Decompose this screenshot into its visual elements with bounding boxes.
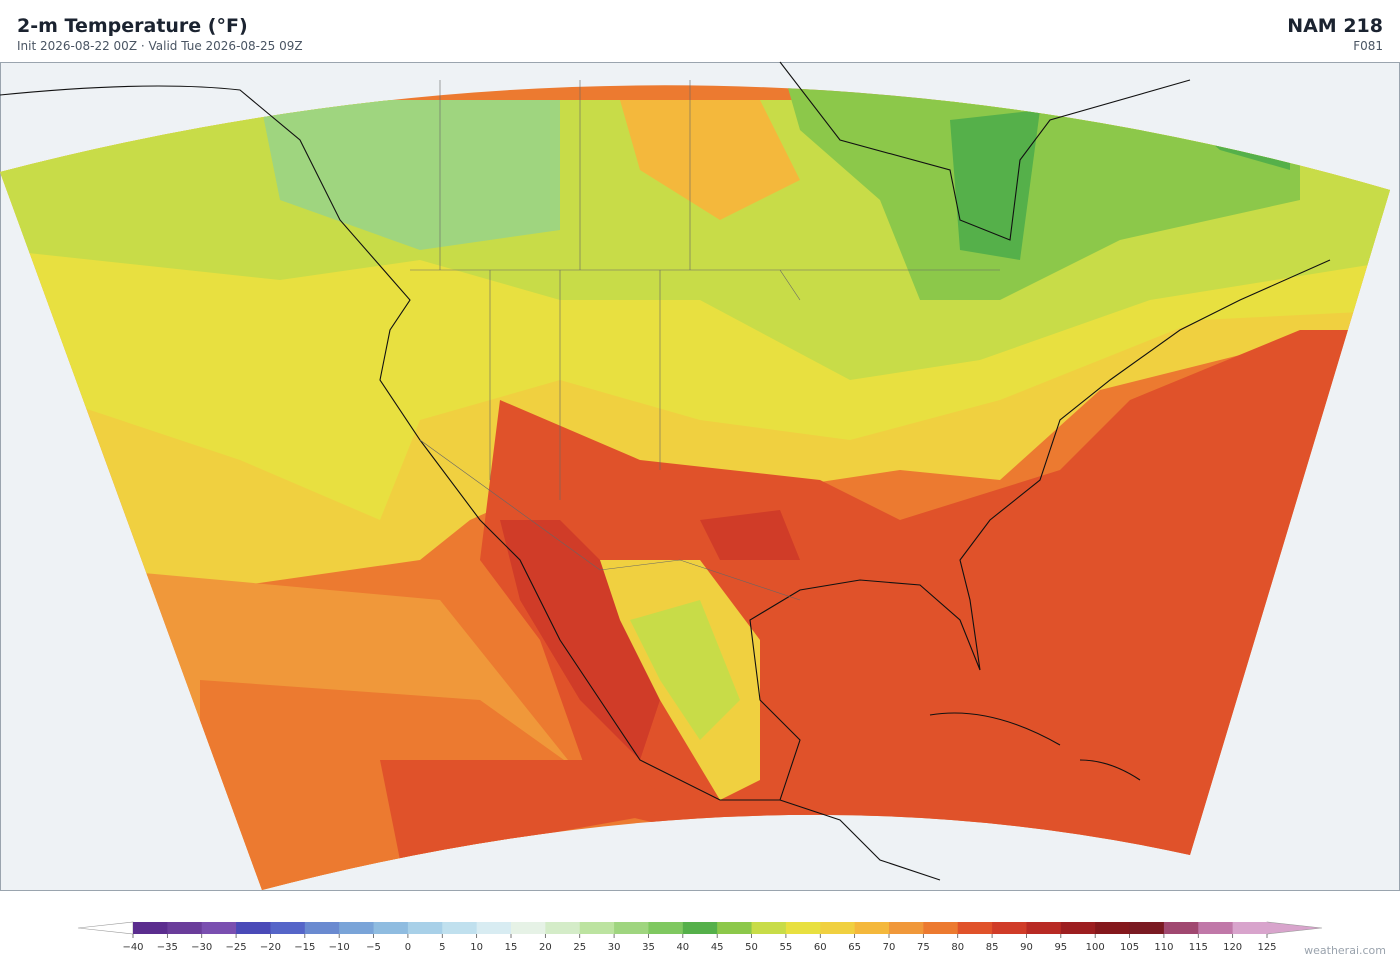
- colorbar-segment: [236, 922, 271, 934]
- colorbar-tick-label: −35: [157, 942, 178, 953]
- colorbar-tick-label: 0: [405, 942, 411, 953]
- watermark: weatherai.com: [1304, 944, 1386, 957]
- colorbar-segment: [923, 922, 959, 934]
- colorbar-tick-label: 70: [883, 942, 896, 953]
- colorbar-segment: [476, 922, 512, 934]
- colorbar-tick-label: 105: [1120, 942, 1139, 953]
- colorbar-segment: [854, 922, 890, 934]
- colorbar-segment: [133, 922, 168, 934]
- colorbar-segment: [1129, 922, 1165, 934]
- colorbar-tick-label: 55: [780, 942, 793, 953]
- colorbar-tick-label: 75: [917, 942, 930, 953]
- colorbar-tick-label: 100: [1086, 942, 1105, 953]
- colorbar-segment: [1163, 922, 1199, 934]
- colorbar-segment: [957, 922, 993, 934]
- colorbar-segment: [889, 922, 924, 934]
- colorbar-tick-label: 120: [1223, 942, 1242, 953]
- colorbar-segment: [820, 922, 856, 934]
- colorbar-tick-label: 10: [470, 942, 483, 953]
- colorbar-tick-label: 25: [573, 942, 586, 953]
- colorbar-under: [77, 921, 134, 935]
- colorbar-segment: [511, 922, 546, 934]
- colorbar-segment: [373, 922, 409, 934]
- colorbar-segment: [167, 922, 203, 934]
- colorbar-tick-label: 115: [1189, 942, 1208, 953]
- colorbar-over: [1266, 921, 1323, 935]
- colorbar-tick-label: −25: [226, 942, 247, 953]
- map-subtitle: Init 2026-08-22 00Z · Valid Tue 2026-08-…: [17, 39, 303, 53]
- colorbar-segment: [648, 922, 684, 934]
- colorbar-tick-label: 90: [1020, 942, 1033, 953]
- colorbar-tick-label: 40: [676, 942, 689, 953]
- colorbar-tick-label: 50: [745, 942, 758, 953]
- model-name: NAM 218: [1287, 15, 1383, 37]
- colorbar-tick-label: −30: [191, 942, 212, 953]
- colorbar-segment: [579, 922, 615, 934]
- colorbar-tick-label: 45: [711, 942, 724, 953]
- colorbar-tick-label: 85: [986, 942, 999, 953]
- colorbar-segment: [992, 922, 1027, 934]
- colorbar-segment: [1232, 922, 1268, 934]
- colorbar-segment: [682, 922, 718, 934]
- colorbar-tick-label: 110: [1154, 942, 1173, 953]
- colorbar-segment: [717, 922, 753, 934]
- colorbar-segment: [304, 922, 340, 934]
- colorbar-tick-label: 20: [539, 942, 552, 953]
- colorbar-tick-label: 35: [642, 942, 655, 953]
- colorbar-tick-label: −15: [294, 942, 315, 953]
- map-title: 2-m Temperature (°F): [17, 15, 248, 37]
- borders: [410, 80, 1000, 601]
- colorbar-tick-label: −5: [366, 942, 381, 953]
- colorbar-segment: [1198, 922, 1234, 934]
- forecast-hour: F081: [1353, 39, 1383, 53]
- colorbar-tick-label: 95: [1054, 942, 1067, 953]
- colorbar-tick-label: −20: [260, 942, 281, 953]
- colorbar-tick-label: 80: [951, 942, 964, 953]
- colorbar-tick-label: 15: [505, 942, 518, 953]
- colorbar-tick-label: 5: [439, 942, 445, 953]
- colorbar-segment: [270, 922, 306, 934]
- colorbar-segment: [1095, 922, 1131, 934]
- colorbar-segment: [442, 922, 478, 934]
- colorbar-segment: [201, 922, 237, 934]
- colorbar-segment: [1026, 922, 1062, 934]
- colorbar-segment: [751, 922, 787, 934]
- colorbar-tick-label: 60: [814, 942, 827, 953]
- colorbar-segment: [1060, 922, 1096, 934]
- colorbar-segment: [339, 922, 375, 934]
- colorbar-segment: [407, 922, 443, 934]
- colorbar-segment: [785, 922, 821, 934]
- colorbar-segment: [614, 922, 649, 934]
- colorbar-tick-label: 65: [848, 942, 861, 953]
- colorbar-tick-label: −40: [122, 942, 143, 953]
- colorbar-segment: [545, 922, 581, 934]
- colorbar-tick-label: −10: [329, 942, 350, 953]
- colorbar-tick-label: 30: [608, 942, 621, 953]
- colorbar-tick-label: 125: [1257, 942, 1276, 953]
